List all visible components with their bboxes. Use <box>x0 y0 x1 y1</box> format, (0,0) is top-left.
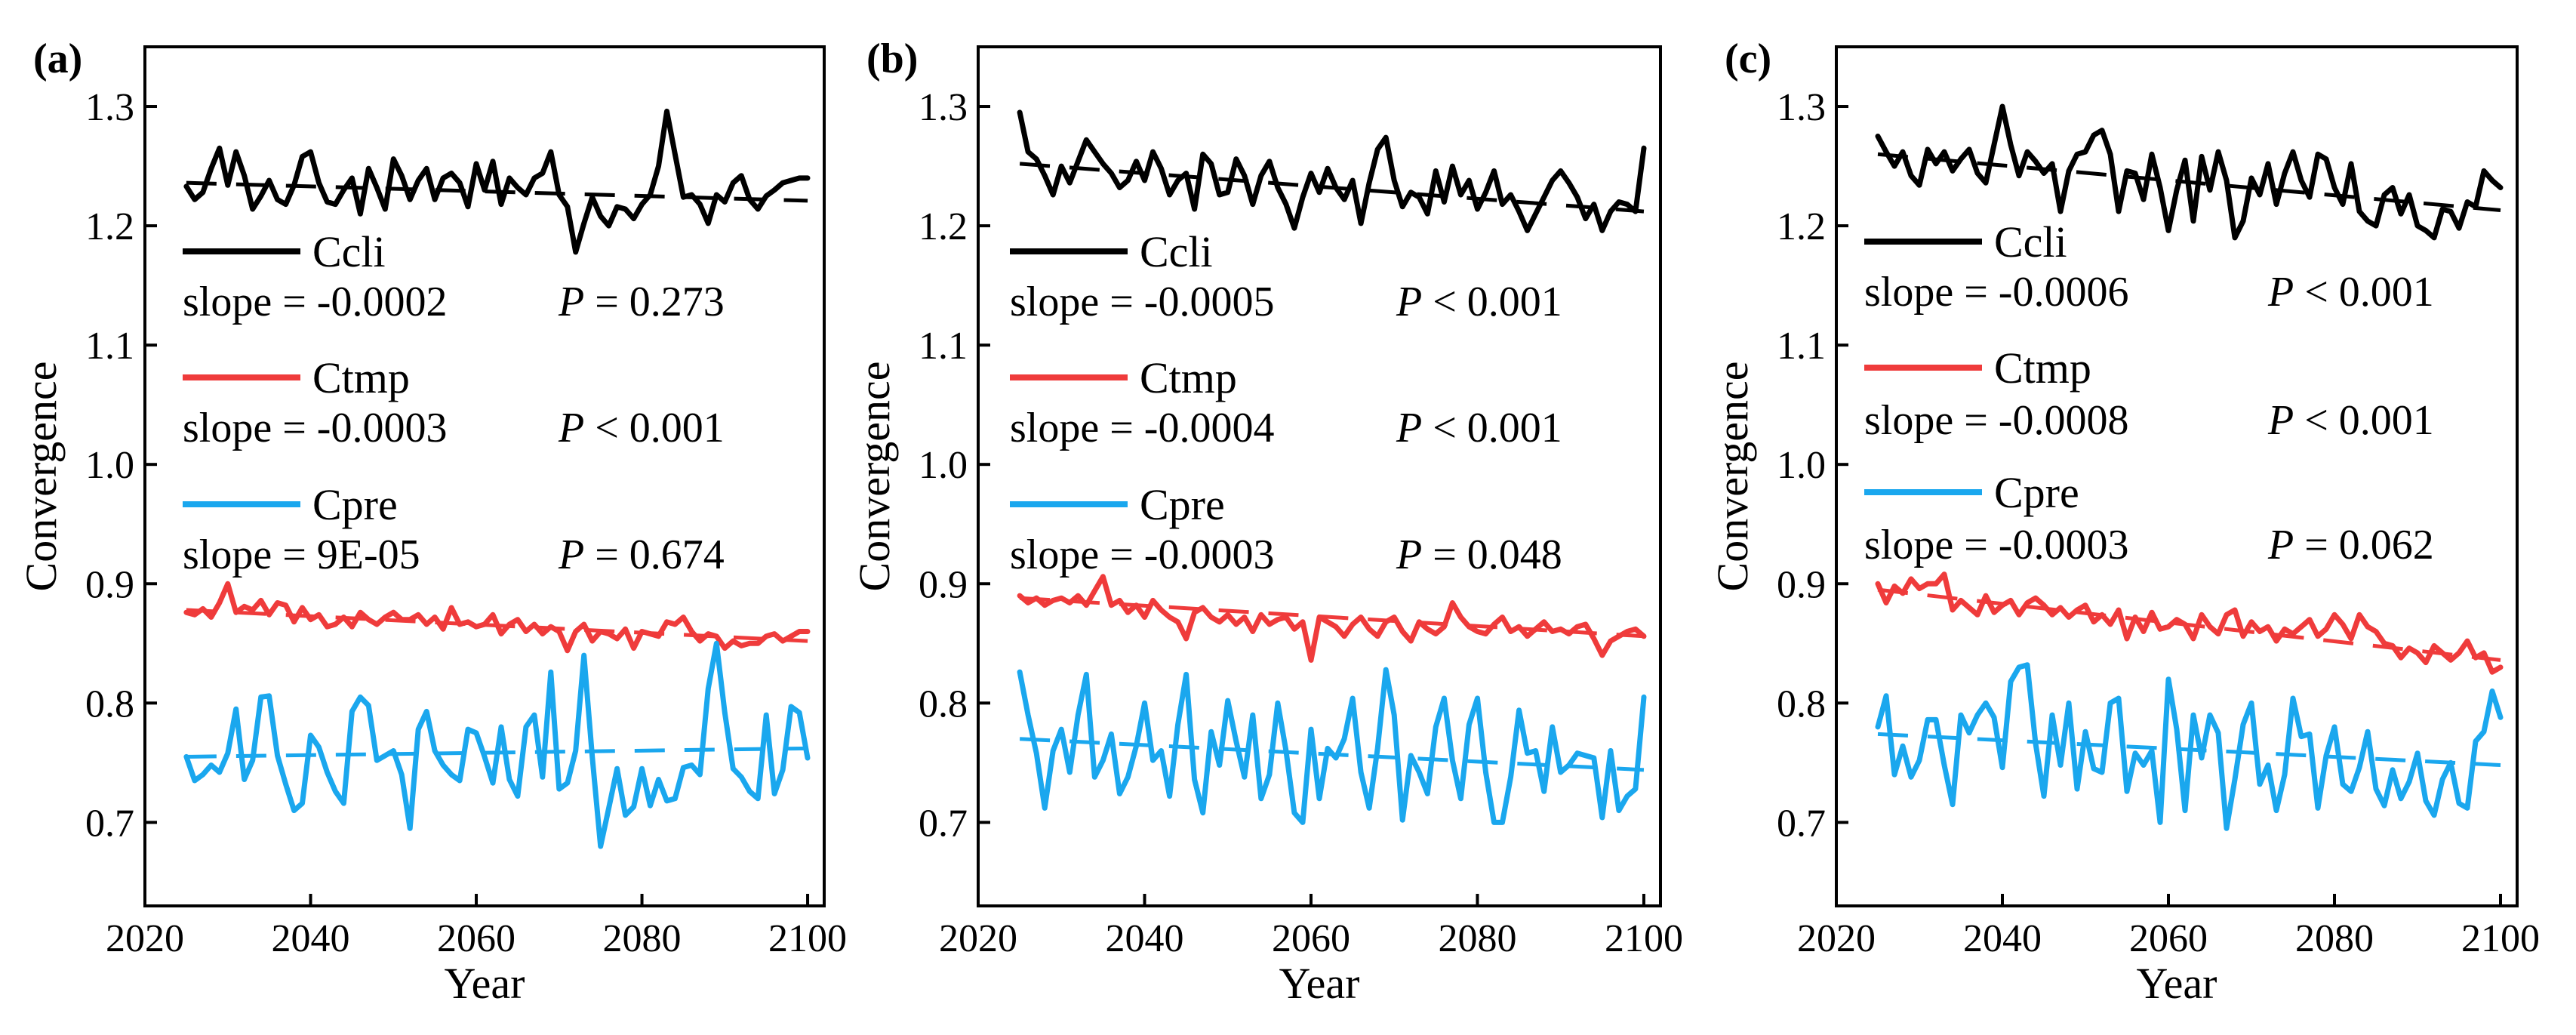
series-line-ccli <box>183 108 811 255</box>
y-tick-label: 1.3 <box>919 86 968 129</box>
y-tick-label: 0.9 <box>919 563 968 606</box>
trend-line-ccli <box>186 180 808 203</box>
trend-line-ctmp <box>186 608 808 643</box>
slope-text-ccli: slope = -0.0005 <box>1010 279 1274 325</box>
plot-frame <box>977 45 1662 907</box>
x-tick-label: 2020 <box>1797 917 1876 960</box>
p-value-text-ccli: P = 0.273 <box>558 279 725 325</box>
y-axis-title: Convergence <box>17 362 66 592</box>
x-tick-label: 2020 <box>939 917 1017 960</box>
y-tick-label: 0.7 <box>1777 802 1826 845</box>
series-line-cpre <box>1017 667 1647 825</box>
y-tick-label: 1.0 <box>919 444 968 487</box>
p-value-text-cpre: P = 0.048 <box>1396 531 1562 578</box>
y-axis-title: Convergence <box>850 362 899 592</box>
slope-text-cpre: slope = -0.0003 <box>1010 531 1274 578</box>
x-tick-label: 2060 <box>1272 917 1350 960</box>
y-tick-label: 1.3 <box>1777 86 1826 129</box>
trend-line-ctmp <box>1019 596 1645 639</box>
slope-text-ccli: slope = -0.0006 <box>1864 269 2128 316</box>
legend-label-ccli: Ccli <box>312 227 386 276</box>
slope-text-ccli: slope = -0.0002 <box>183 279 447 325</box>
series-line-ccli <box>1875 103 2504 241</box>
x-tick-label: 2100 <box>1605 917 1683 960</box>
y-tick-label: 0.8 <box>1777 682 1826 725</box>
legend-label-ccli: Ccli <box>1994 217 2067 266</box>
p-value-text-cpre: P = 0.062 <box>2267 522 2434 568</box>
y-tick-label: 1.0 <box>1777 444 1826 487</box>
plot-frame <box>143 45 826 907</box>
y-tick-label: 0.8 <box>919 682 968 725</box>
series-line-ctmp <box>1875 571 2504 675</box>
slope-text-cpre: slope = -0.0003 <box>1864 522 2128 568</box>
series-line-ctmp <box>183 581 811 654</box>
y-tick-label: 1.2 <box>85 205 134 248</box>
series-line-ctmp <box>1017 574 1647 663</box>
legend-label-ctmp: Ctmp <box>312 353 410 402</box>
x-tick-label: 2080 <box>1438 917 1516 960</box>
p-value-text-ctmp: P < 0.001 <box>1396 405 1562 451</box>
p-value-text-ccli: P < 0.001 <box>1396 279 1562 325</box>
panel-label: (c) <box>1725 35 1771 82</box>
panel-3: 2020 2040 2060 2080 2100 0.7 0.8 0.9 1.0 1.1 1.2 1.… <box>1708 35 2540 1008</box>
y-tick-label: 0.8 <box>85 682 134 725</box>
y-tick-label: 0.7 <box>919 802 968 845</box>
y-tick-label: 1.1 <box>919 325 968 368</box>
x-tick-label: 2080 <box>603 917 682 960</box>
x-tick-label: 2040 <box>272 917 350 960</box>
plot-frame <box>1835 45 2519 907</box>
y-tick-label: 1.1 <box>85 325 134 368</box>
p-value-text-ccli: P < 0.001 <box>2267 269 2434 316</box>
legend-label-cpre: Cpre <box>1994 468 2079 517</box>
x-tick-label: 2100 <box>2461 917 2540 960</box>
y-tick-label: 0.9 <box>1777 563 1826 606</box>
legend-label-ccli: Ccli <box>1140 227 1213 276</box>
x-tick-label: 2020 <box>106 917 184 960</box>
y-tick-label: 0.9 <box>85 563 134 606</box>
trend-line-cpre <box>1019 737 1645 772</box>
trend-line-cpre <box>186 746 808 759</box>
y-tick-label: 1.0 <box>85 444 134 487</box>
y-axis-title: Convergence <box>1708 362 1757 592</box>
x-tick-label: 2060 <box>437 917 516 960</box>
trend-line-cpre <box>1877 732 2501 767</box>
x-axis-title: Year <box>1279 959 1360 1008</box>
x-axis-title: Year <box>2137 959 2217 1008</box>
x-tick-label: 2060 <box>2129 917 2208 960</box>
panel-label: (b) <box>866 35 918 82</box>
panel-label: (a) <box>33 35 82 82</box>
trend-line-ccli <box>1877 152 2501 213</box>
x-axis-title: Year <box>445 959 525 1008</box>
slope-text-ctmp: slope = -0.0004 <box>1010 405 1274 451</box>
legend-label-cpre: Cpre <box>312 480 398 529</box>
x-tick-label: 2080 <box>2295 917 2374 960</box>
x-tick-label: 2040 <box>1963 917 2042 960</box>
panel-1: 2020 2040 2060 2080 2100 0.7 0.8 0.9 1.0 1.1 1.2 1.… <box>17 35 847 1008</box>
slope-text-cpre: slope = 9E-05 <box>183 531 420 578</box>
series-line-cpre <box>183 640 811 849</box>
series-line-ccli <box>1017 109 1647 233</box>
y-tick-label: 1.3 <box>85 86 134 129</box>
legend-label-cpre: Cpre <box>1140 480 1225 529</box>
trend-line-ccli <box>1019 162 1645 214</box>
trend-line-ctmp <box>1877 587 2501 662</box>
legend-label-ctmp: Ctmp <box>1994 343 2091 393</box>
slope-text-ctmp: slope = -0.0008 <box>1864 397 2128 444</box>
p-value-text-ctmp: P < 0.001 <box>2267 397 2434 444</box>
x-tick-label: 2040 <box>1105 917 1183 960</box>
legend-label-ctmp: Ctmp <box>1140 353 1237 402</box>
p-value-text-ctmp: P < 0.001 <box>558 405 725 451</box>
p-value-text-cpre: P = 0.674 <box>558 531 725 578</box>
slope-text-ctmp: slope = -0.0003 <box>183 405 447 451</box>
y-tick-label: 1.2 <box>919 205 968 248</box>
panel-2: 2020 2040 2060 2080 2100 0.7 0.8 0.9 1.0 1.1 1.2 1.… <box>850 35 1683 1008</box>
y-tick-label: 1.2 <box>1777 205 1826 248</box>
y-tick-label: 1.1 <box>1777 325 1826 368</box>
series-line-cpre <box>1875 662 2504 831</box>
x-tick-label: 2100 <box>768 917 847 960</box>
y-tick-label: 0.7 <box>85 802 134 845</box>
